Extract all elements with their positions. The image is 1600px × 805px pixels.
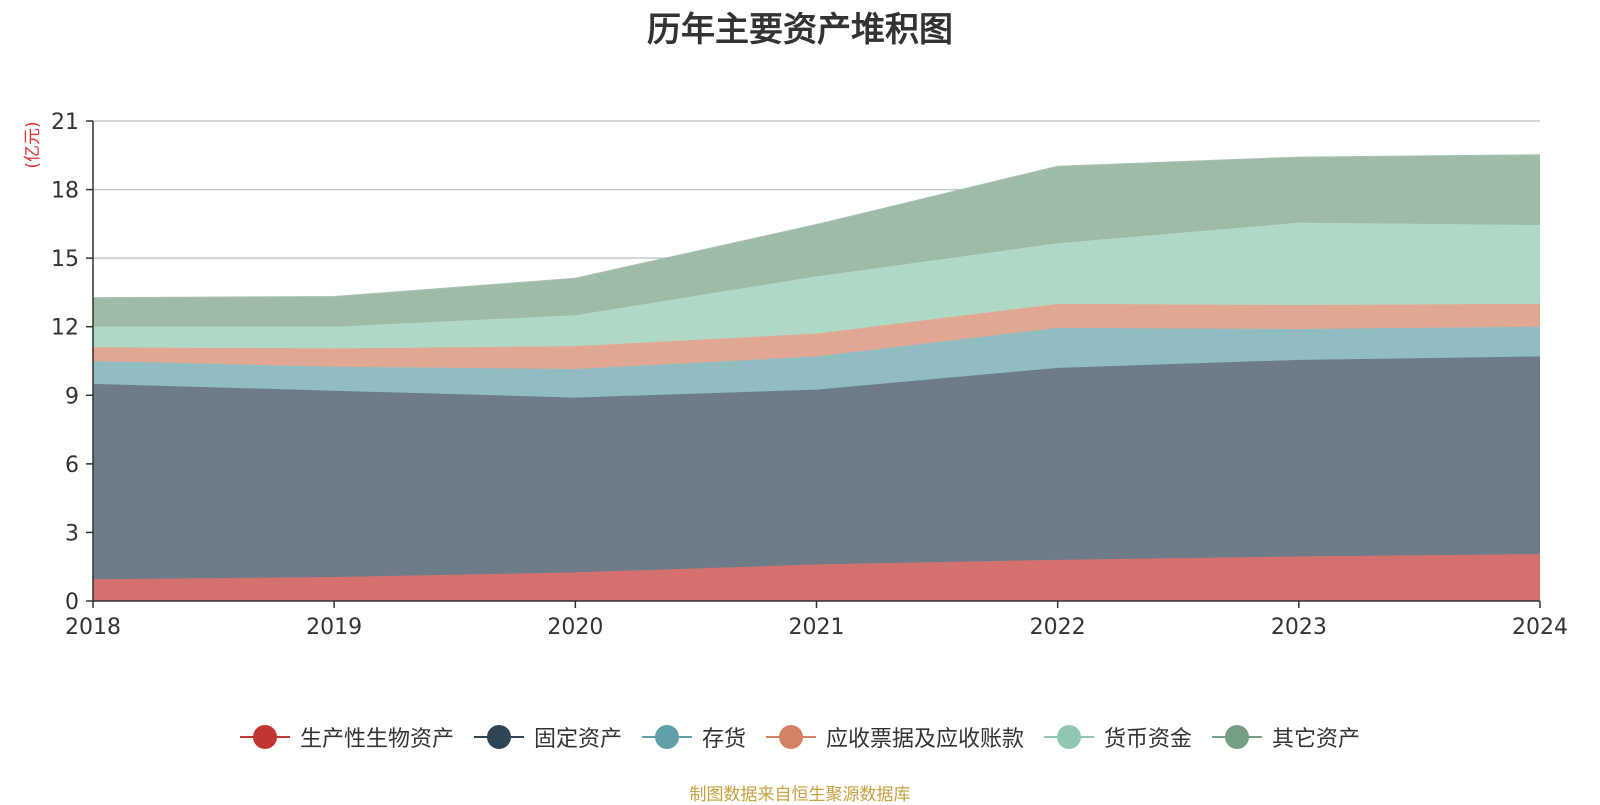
area-series-0 — [93, 554, 1540, 601]
legend-label: 存货 — [701, 727, 746, 752]
legend-marker-icon — [1212, 724, 1263, 750]
area-series-4 — [93, 222, 1540, 349]
legend-marker-icon — [641, 724, 692, 750]
legend-label: 生产性生物资产 — [299, 727, 454, 752]
area-series-2 — [93, 326, 1540, 398]
legend-marker-icon — [766, 724, 816, 750]
legend-item-1[interactable]: 固定资产 — [473, 721, 622, 753]
x-tick-label-2022: 2022 — [1030, 615, 1086, 640]
y-tick-label-0: 0 — [65, 590, 79, 615]
y-axis-unit-label: (亿元) — [23, 121, 43, 168]
legend-item-0[interactable]: 生产性生物资产 — [239, 721, 454, 753]
legend: 生产性生物资产 固定资产 存货 应收票据及应收账款 货币资金 其它资产 — [0, 717, 1600, 757]
legend-marker-icon — [1044, 724, 1095, 750]
area-line-5 — [92, 154, 1541, 300]
legend-item-5[interactable]: 其它资产 — [1212, 721, 1360, 753]
y-tick-label-9: 9 — [65, 384, 79, 409]
legend-marker-icon — [473, 724, 524, 750]
legend-item-3[interactable]: 应收票据及应收账款 — [766, 721, 1024, 753]
y-tick-label-3: 3 — [65, 521, 79, 546]
area-series-3 — [93, 303, 1540, 369]
x-tick-label-2018: 2018 — [65, 615, 121, 640]
y-tick-label-18: 18 — [51, 179, 79, 204]
legend-marker-icon — [239, 724, 290, 750]
area-series-1 — [93, 356, 1540, 580]
legend-label: 其它资产 — [1272, 727, 1361, 752]
axes: 0 3 6 9 12 15 18 21 2018 2019 2020 2021 2022 2023 2024 — [51, 110, 1568, 640]
legend-label: 应收票据及应收账款 — [826, 727, 1025, 752]
x-tick-label-2019: 2019 — [306, 615, 362, 640]
area-series-5 — [93, 155, 1540, 327]
y-tick-label-12: 12 — [51, 316, 79, 341]
legend-label: 固定资产 — [533, 727, 622, 752]
x-tick-label-2021: 2021 — [789, 615, 845, 640]
area-series — [92, 154, 1541, 601]
legend-item-2[interactable]: 存货 — [641, 721, 746, 753]
y-tick-label-6: 6 — [65, 453, 79, 478]
area-line-0 — [92, 553, 1541, 581]
y-tick-label-21: 21 — [51, 110, 79, 135]
source-note: 制图数据来自恒生聚源数据库 — [689, 785, 911, 805]
y-tick-label-15: 15 — [51, 247, 79, 272]
x-tick-label-2023: 2023 — [1271, 615, 1327, 640]
legend-item-4[interactable]: 货币资金 — [1044, 721, 1192, 753]
x-tick-label-2020: 2020 — [547, 615, 603, 640]
x-tick-label-2024: 2024 — [1512, 615, 1568, 640]
legend-label: 货币资金 — [1104, 727, 1193, 752]
chart-title: 历年主要资产堆积图 — [647, 10, 953, 50]
